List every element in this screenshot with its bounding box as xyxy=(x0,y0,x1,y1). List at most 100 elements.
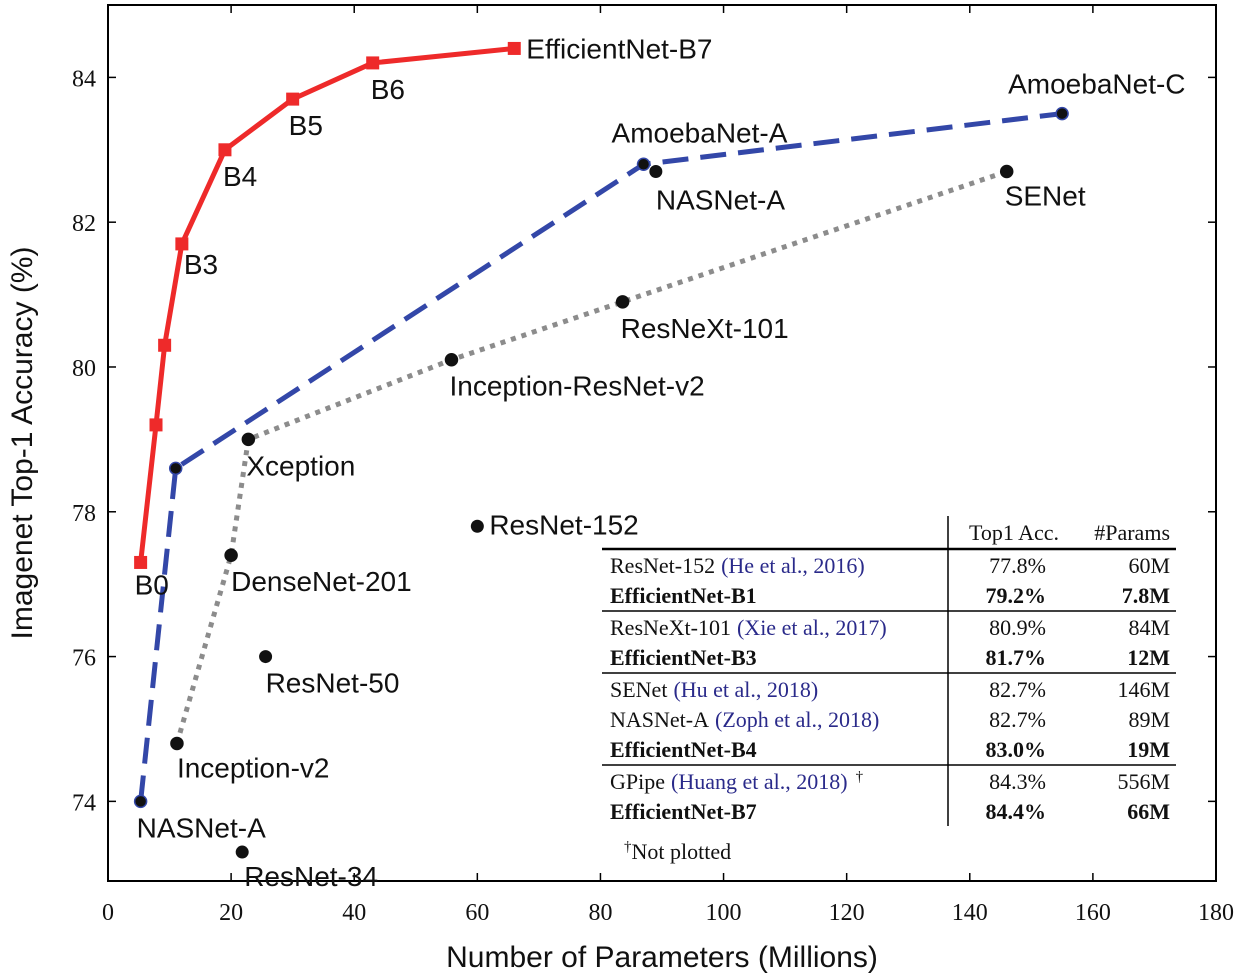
data-point-circle xyxy=(170,736,184,751)
handcrafted-line xyxy=(174,169,1008,745)
x-tick-label: 160 xyxy=(1075,900,1111,926)
table-model-cell: SENet (Hu et al., 2018) xyxy=(610,677,818,702)
point-label: Inception-v2 xyxy=(177,752,330,783)
efficientnet-line xyxy=(138,45,515,563)
comparison-table: Top1 Acc. #Params ResNet-152 (He et al., 20… xyxy=(602,516,1176,864)
y-tick-label: 74 xyxy=(72,790,96,816)
table-model-name: ResNet-152 xyxy=(610,553,715,578)
data-point-circle xyxy=(444,352,459,367)
table-acc-cell: 84.4% xyxy=(986,799,1047,824)
point-label: SENet xyxy=(1005,181,1086,212)
data-point-circle xyxy=(615,295,630,309)
data-point-circle xyxy=(133,794,148,809)
x-tick-label: 140 xyxy=(952,900,988,926)
table-params-cell: 84M xyxy=(1128,615,1170,640)
table-model-name: GPipe xyxy=(610,769,665,794)
y-tick-label: 80 xyxy=(72,356,96,382)
table-model-cell: EfficientNet-B7 xyxy=(610,799,757,824)
point-label: DenseNet-201 xyxy=(231,566,412,597)
point-label: ResNet-34 xyxy=(244,861,378,892)
table-params-cell: 66M xyxy=(1127,799,1170,824)
x-tick-label: 20 xyxy=(219,900,243,926)
point-label: B6 xyxy=(371,74,405,105)
data-point-square xyxy=(134,555,148,569)
x-axis: 0 20 40 60 80 100 120 140 160 180 xyxy=(102,5,1234,926)
table-acc-cell: 79.2% xyxy=(986,583,1047,608)
data-point-circle xyxy=(224,548,238,562)
y-axis-title: Imagenet Top-1 Accuracy (%) xyxy=(6,247,39,640)
table-acc-cell: 80.9% xyxy=(989,615,1046,640)
point-label: NASNet-A xyxy=(137,812,266,843)
table-acc-cell: 84.3% xyxy=(989,769,1046,794)
table-model-name: SENet xyxy=(610,677,667,702)
table-acc-cell: 77.8% xyxy=(989,553,1046,578)
table-citation: (Huang et al., 2018) xyxy=(671,769,848,794)
data-point-square xyxy=(158,338,172,352)
point-label: EfficientNet-B7 xyxy=(526,33,712,64)
point-label: B0 xyxy=(135,569,169,600)
table-model-cell: EfficientNet-B3 xyxy=(610,645,757,670)
nas-line xyxy=(138,111,1063,802)
data-point-square xyxy=(366,56,380,70)
table-model-cell: EfficientNet-B4 xyxy=(610,737,757,762)
table-footnote: †Not plotted xyxy=(624,839,731,864)
x-tick-label: 60 xyxy=(465,900,489,926)
point-label: AmoebaNet-C xyxy=(1008,69,1185,100)
table-footnote-mark: † xyxy=(856,769,864,785)
y-tick-label: 78 xyxy=(72,501,96,527)
data-point-square xyxy=(175,237,189,251)
data-point-circle xyxy=(235,845,249,859)
table-header-params: #Params xyxy=(1094,520,1170,545)
y-tick-label: 84 xyxy=(72,66,96,92)
data-point-square xyxy=(507,41,521,55)
x-tick-label: 0 xyxy=(102,900,114,926)
table-citation: (He et al., 2016) xyxy=(721,553,865,578)
table-model-name: NASNet-A xyxy=(610,707,709,732)
table-params-cell: 12M xyxy=(1127,645,1170,670)
plot-area-frame xyxy=(107,4,1217,882)
table-model-name: EfficientNet-B3 xyxy=(610,645,757,670)
table-citation: (Hu et al., 2018) xyxy=(673,677,818,702)
table-citation: (Xie et al., 2017) xyxy=(737,615,887,640)
table-acc-cell: 82.7% xyxy=(989,677,1046,702)
point-label: NASNet-A xyxy=(656,185,785,216)
table-acc-cell: 82.7% xyxy=(989,707,1046,732)
table-model-cell: NASNet-A (Zoph et al., 2018) xyxy=(610,707,879,732)
data-point-circle xyxy=(168,461,183,476)
table-citation: (Zoph et al., 2018) xyxy=(715,707,879,732)
point-label: AmoebaNet-A xyxy=(612,117,788,148)
table-model-name: ResNeXt-101 xyxy=(610,615,731,640)
data-point-circle xyxy=(1055,106,1069,121)
point-labels: B0 B3 B4 B5 B6 EfficientNet-B7 NASNet-A AmoebaN… xyxy=(135,33,1186,892)
table-header-acc: Top1 Acc. xyxy=(969,520,1059,545)
table-model-name: EfficientNet-B4 xyxy=(610,737,757,762)
data-point-circle xyxy=(470,519,484,533)
x-tick-label: 80 xyxy=(588,900,612,926)
table-params-cell: 89M xyxy=(1128,707,1170,732)
data-point-circle xyxy=(649,165,663,179)
table-params-cell: 60M xyxy=(1128,553,1170,578)
table-acc-cell: 83.0% xyxy=(986,737,1047,762)
table-model-cell: EfficientNet-B1 xyxy=(610,583,757,608)
data-point-square xyxy=(149,418,163,432)
point-label: B5 xyxy=(289,110,323,141)
y-tick-label: 76 xyxy=(72,646,96,672)
data-point-circle xyxy=(241,432,256,447)
table-footnote-mark: † xyxy=(624,839,632,855)
y-axis: 74 76 78 80 82 84 xyxy=(72,66,1216,816)
table-model-name: EfficientNet-B7 xyxy=(610,799,757,824)
table-footnote-text: Not plotted xyxy=(632,839,732,864)
point-label: B4 xyxy=(223,161,257,192)
y-tick-label: 82 xyxy=(72,211,96,237)
table-model-name: EfficientNet-B1 xyxy=(610,583,757,608)
point-label: ResNeXt-101 xyxy=(621,313,789,344)
point-label: ResNet-50 xyxy=(266,668,400,699)
x-tick-label: 180 xyxy=(1198,900,1234,926)
x-tick-label: 40 xyxy=(342,900,366,926)
point-label: B3 xyxy=(184,249,218,280)
table-params-cell: 556M xyxy=(1117,769,1170,794)
data-point-square xyxy=(218,143,232,157)
table-params-cell: 146M xyxy=(1117,677,1170,702)
data-point-circle xyxy=(259,650,273,664)
